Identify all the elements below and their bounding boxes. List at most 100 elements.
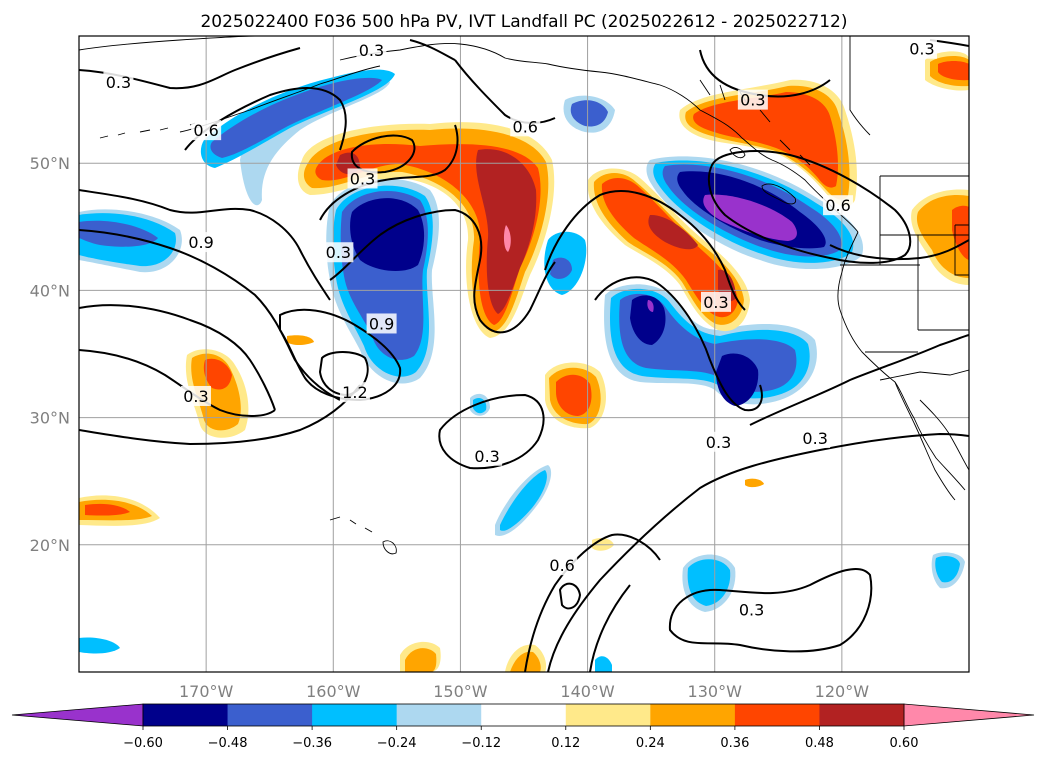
colorbar-segment	[734, 704, 820, 726]
colorbar-segment	[650, 704, 736, 726]
contour-0.6-ne-loop	[707, 150, 912, 264]
contour-0.6-mid	[329, 208, 556, 334]
lon-tick-label: 170°W	[179, 682, 234, 701]
contour-label: 0.3	[739, 601, 764, 620]
contour-label-bg	[180, 385, 211, 406]
contour-label: 0.3	[802, 429, 827, 448]
contour-0.3-long	[79, 304, 276, 411]
lat-tick-label: 20°N	[30, 536, 70, 555]
contour-0.6-ne	[544, 190, 746, 311]
figure-title: 2025022400 F036 500 hPa PV, IVT Landfall…	[200, 12, 847, 32]
contour-label: 1.2	[342, 383, 367, 402]
pv-negative-west	[79, 209, 182, 654]
contour-label-bg	[323, 242, 354, 263]
contour-label-bg	[103, 71, 134, 92]
contour-label-bg	[191, 120, 222, 141]
contour-label: 0.3	[740, 91, 765, 110]
contour-label: 0.3	[703, 293, 728, 312]
contour-0.3-se	[668, 567, 873, 653]
latitude-labels: 20°N 30°N 40°N 50°N	[30, 154, 70, 555]
contour-label: 0.6	[549, 556, 574, 575]
colorbar-label: 0.60	[890, 736, 919, 751]
contour-label-bg	[339, 382, 370, 403]
contour-label-bg	[472, 445, 503, 466]
contour-label-bg	[347, 168, 378, 189]
us-state-lines	[840, 176, 969, 353]
colorbar: −0.60 −0.48 −0.36 −0.24 −0.12 0.12 0.24 0.36 0.4…	[11, 703, 1035, 751]
contour-label-bg	[547, 555, 578, 576]
colorbar-label: 0.36	[720, 736, 749, 751]
lat-tick-label: 40°N	[30, 281, 70, 300]
contour-label: 0.3	[326, 243, 351, 262]
contour-label-bg	[703, 431, 734, 452]
colorbar-label: −0.48	[208, 736, 248, 751]
colorbar-segment	[396, 704, 482, 726]
colorbar-label: −0.36	[292, 736, 332, 751]
mexico-border	[879, 369, 969, 381]
contour-0.6-west	[79, 189, 331, 301]
contour-0.9-inner	[279, 308, 402, 402]
vancouver-island	[761, 183, 797, 205]
contour-label: 0.6	[513, 117, 538, 136]
colorbar-segment	[819, 704, 905, 726]
contour-0.3-coast	[749, 334, 969, 426]
west-coast	[837, 231, 966, 491]
graticule	[79, 36, 969, 672]
pv-positive-west	[79, 335, 314, 526]
contour-0.3-north	[409, 39, 456, 61]
contour-label-bg	[823, 195, 854, 216]
contour-0.3-central	[319, 124, 459, 221]
contour-label: 0.9	[188, 233, 213, 252]
colorbar-label: −0.12	[461, 736, 501, 751]
map-frame	[78, 35, 970, 673]
contour-label: 0.3	[350, 169, 375, 188]
contour-label-bg	[356, 39, 387, 60]
contour-label-bg	[366, 313, 397, 334]
longitude-labels: 170°W 160°W 150°W 140°W 130°W 120°W	[179, 682, 869, 701]
contour-label-bg	[700, 291, 731, 312]
contour-label-bg	[736, 599, 767, 620]
colorbar-label: 0.24	[636, 736, 665, 751]
aleutian-islands	[99, 122, 196, 139]
lon-tick-label: 120°W	[815, 682, 870, 701]
contour-label: 0.3	[474, 447, 499, 466]
contour-0.3-south	[547, 432, 969, 672]
lon-tick-label: 140°W	[560, 682, 615, 701]
contour-labels: 0.3 0.6 0.9 0.3 0.3 0.3 0.9 1.2 0.3 0.6 0.3 0.6 0.3 0…	[103, 38, 937, 620]
pv-negative-central	[200, 69, 615, 384]
baja-california	[894, 381, 956, 501]
contour-label: 0.3	[183, 387, 208, 406]
contour-label-bg	[800, 427, 831, 448]
contour-label-bg	[186, 232, 217, 253]
contour-label: 0.3	[106, 73, 131, 92]
colorbar-segment	[481, 704, 567, 726]
colorbar-label: 0.12	[551, 736, 580, 751]
alaska-canada-border	[849, 36, 871, 136]
contour-small-loop	[558, 582, 582, 610]
contour-0.3-south-west	[79, 384, 361, 446]
mexico-coast	[919, 399, 969, 471]
contour-0.3-east	[829, 239, 969, 261]
contour-label: 0.9	[369, 314, 394, 333]
lat-tick-label: 30°N	[30, 409, 70, 428]
contour-label: 0.3	[359, 41, 384, 60]
colorbar-label: −0.24	[377, 736, 417, 751]
colorbar-segment	[143, 704, 229, 726]
contour-label-bg	[510, 116, 541, 137]
contour-label-bg	[906, 38, 937, 59]
contour-0.9-west	[79, 229, 341, 401]
colorbar-segment	[312, 704, 398, 726]
colorbar-segment	[227, 704, 313, 726]
contour-label-bg	[737, 89, 768, 110]
colorbar-label: −0.60	[123, 736, 163, 751]
contour-0.3-central-loop	[438, 393, 545, 470]
contour-label: 0.6	[825, 196, 850, 215]
contour-label: 0.3	[706, 433, 731, 452]
colorbar-extend-max	[903, 703, 1035, 727]
lon-tick-label: 160°W	[306, 682, 361, 701]
colorbar-extend-min	[11, 703, 144, 727]
contour-0.3-loop-center	[594, 276, 763, 412]
colorbar-label: 0.48	[805, 736, 834, 751]
pv-negative-ne-pacific	[604, 156, 864, 406]
